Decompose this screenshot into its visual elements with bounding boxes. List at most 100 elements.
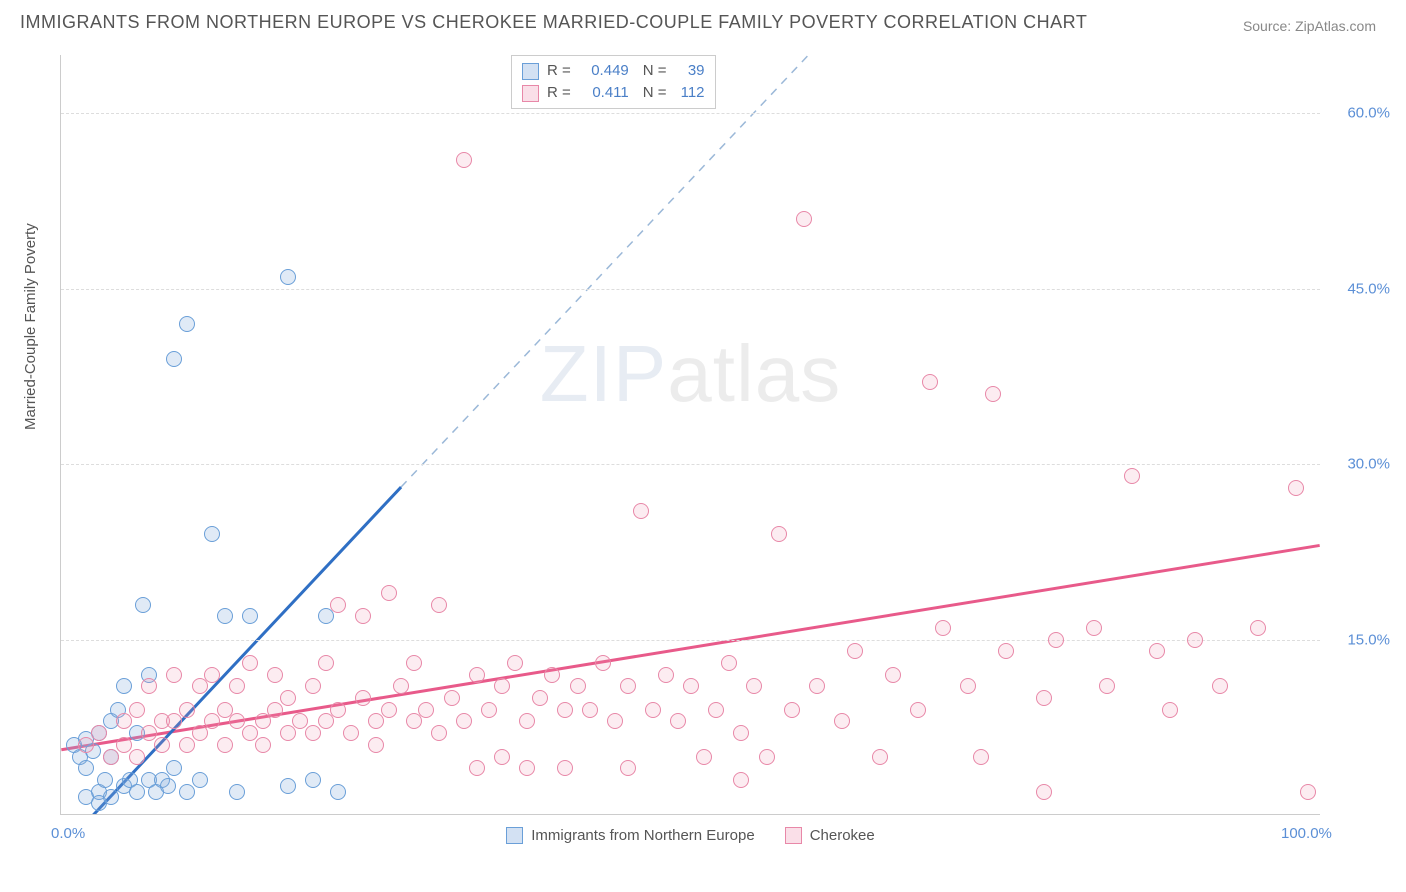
y-tick-label: 30.0% (1347, 456, 1390, 473)
data-point (985, 386, 1001, 402)
data-point (494, 678, 510, 694)
data-point (267, 702, 283, 718)
data-point (330, 597, 346, 613)
data-point (544, 667, 560, 683)
data-point (280, 778, 296, 794)
grid-line (61, 640, 1320, 641)
grid-line (61, 464, 1320, 465)
data-point (683, 678, 699, 694)
data-point (305, 772, 321, 788)
grid-line (61, 289, 1320, 290)
data-point (885, 667, 901, 683)
data-point (456, 152, 472, 168)
data-point (1086, 620, 1102, 636)
data-point (469, 760, 485, 776)
data-point (204, 667, 220, 683)
y-tick-label: 60.0% (1347, 105, 1390, 122)
data-point (129, 702, 145, 718)
data-point (922, 374, 938, 390)
watermark: ZIPatlas (540, 328, 841, 420)
data-point (406, 655, 422, 671)
data-point (103, 789, 119, 805)
data-point (255, 737, 271, 753)
data-point (280, 269, 296, 285)
data-point (960, 678, 976, 694)
data-point (267, 667, 283, 683)
data-point (771, 526, 787, 542)
blue-swatch-icon (506, 827, 523, 844)
data-point (582, 702, 598, 718)
plot-area: ZIPatlas R =0.449N =39R =0.411N =112 Imm… (60, 55, 1320, 815)
data-point (318, 713, 334, 729)
data-point (708, 702, 724, 718)
data-point (166, 713, 182, 729)
data-point (998, 643, 1014, 659)
data-point (431, 725, 447, 741)
legend-item: Immigrants from Northern Europe (506, 827, 754, 844)
data-point (1162, 702, 1178, 718)
data-point (381, 702, 397, 718)
data-point (1149, 643, 1165, 659)
series-legend: Immigrants from Northern EuropeCherokee (61, 827, 1320, 844)
data-point (179, 737, 195, 753)
data-point (116, 713, 132, 729)
data-point (229, 784, 245, 800)
data-point (872, 749, 888, 765)
data-point (1212, 678, 1228, 694)
data-point (557, 760, 573, 776)
data-point (318, 608, 334, 624)
data-point (607, 713, 623, 729)
data-point (1250, 620, 1266, 636)
data-point (343, 725, 359, 741)
data-point (444, 690, 460, 706)
data-point (696, 749, 712, 765)
data-point (973, 749, 989, 765)
data-point (160, 778, 176, 794)
data-point (796, 211, 812, 227)
data-point (166, 351, 182, 367)
data-point (418, 702, 434, 718)
data-point (116, 678, 132, 694)
data-point (658, 667, 674, 683)
data-point (318, 655, 334, 671)
data-point (204, 526, 220, 542)
data-point (494, 749, 510, 765)
data-point (103, 749, 119, 765)
data-point (456, 713, 472, 729)
data-point (847, 643, 863, 659)
data-point (633, 503, 649, 519)
data-point (135, 597, 151, 613)
data-point (78, 760, 94, 776)
data-point (532, 690, 548, 706)
data-point (229, 678, 245, 694)
data-point (595, 655, 611, 671)
data-point (935, 620, 951, 636)
data-point (280, 725, 296, 741)
data-point (330, 784, 346, 800)
data-point (242, 655, 258, 671)
data-point (179, 702, 195, 718)
data-point (166, 667, 182, 683)
trend-lines (61, 55, 1320, 814)
data-point (217, 608, 233, 624)
data-point (784, 702, 800, 718)
legend-row: R =0.411N =112 (522, 82, 705, 104)
data-point (733, 725, 749, 741)
data-point (355, 608, 371, 624)
data-point (305, 678, 321, 694)
x-tick-label: 0.0% (51, 825, 85, 842)
legend-row: R =0.449N =39 (522, 60, 705, 82)
data-point (204, 713, 220, 729)
data-point (834, 713, 850, 729)
data-point (670, 713, 686, 729)
data-point (809, 678, 825, 694)
data-point (242, 608, 258, 624)
legend-label: Immigrants from Northern Europe (531, 827, 754, 844)
data-point (1187, 632, 1203, 648)
data-point (406, 713, 422, 729)
data-point (141, 678, 157, 694)
data-point (192, 678, 208, 694)
data-point (469, 667, 485, 683)
data-point (179, 784, 195, 800)
data-point (507, 655, 523, 671)
